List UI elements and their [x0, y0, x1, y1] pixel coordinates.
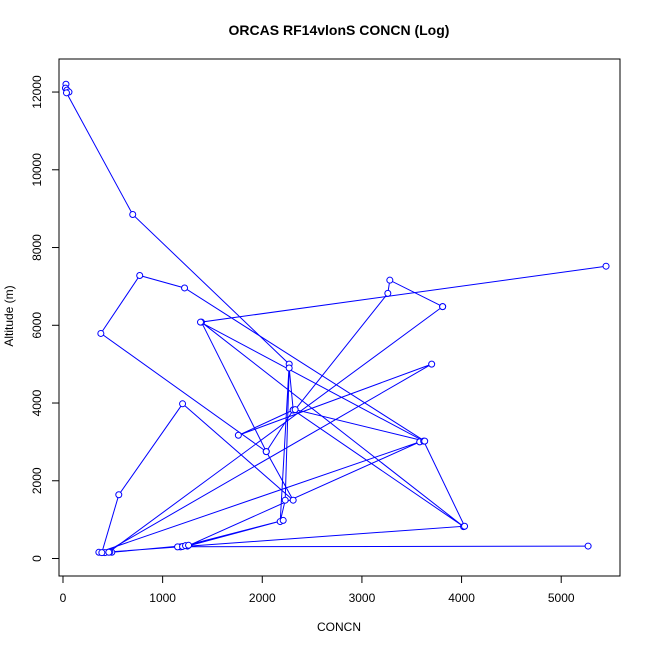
data-point	[421, 437, 429, 445]
data-point	[136, 272, 144, 280]
data-point	[289, 496, 297, 504]
y-tick-label: 12000	[30, 75, 44, 109]
data-point	[179, 400, 187, 408]
data-point	[281, 496, 289, 504]
data-point	[105, 548, 113, 556]
data-point	[196, 318, 204, 326]
y-tick-label: 10000	[30, 153, 44, 187]
x-axis: 0 1000 2000 3000 4000 5000	[60, 575, 575, 605]
series-line-1	[64, 84, 607, 554]
data-point	[584, 542, 592, 550]
x-tick-label: 2000	[249, 591, 276, 605]
data-point	[285, 364, 293, 372]
y-tick-label: 6000	[30, 312, 44, 339]
y-axis: 0 2000 4000 6000 8000 10000 12000	[30, 75, 60, 562]
chart-title: ORCAS RF14vlonS CONCN (Log)	[229, 22, 450, 38]
x-tick-label: 1000	[149, 591, 176, 605]
data-point	[291, 406, 299, 414]
data-point	[115, 491, 123, 499]
x-tick-label: 5000	[548, 591, 575, 605]
data-point	[97, 329, 105, 337]
data-point	[602, 262, 610, 270]
series-points	[61, 80, 610, 557]
data-point	[428, 360, 436, 368]
y-tick-label: 2000	[30, 467, 44, 494]
data-point	[262, 448, 270, 456]
y-axis-label: Altitude (m)	[2, 285, 16, 346]
y-tick-label: 0	[30, 555, 44, 562]
x-axis-label: CONCN	[317, 620, 361, 634]
x-tick-label: 4000	[448, 591, 475, 605]
y-tick-label: 8000	[30, 234, 44, 261]
data-point	[62, 89, 70, 97]
data-point	[98, 549, 106, 557]
data-point	[279, 516, 287, 524]
x-tick-label: 3000	[349, 591, 376, 605]
data-point	[185, 541, 193, 549]
data-point	[181, 284, 189, 292]
data-point	[384, 289, 392, 297]
data-point	[461, 522, 469, 530]
data-point	[129, 210, 137, 218]
data-point	[386, 276, 394, 284]
x-tick-label: 0	[60, 591, 67, 605]
data-point	[234, 431, 242, 439]
data-point	[439, 303, 447, 311]
y-tick-label: 4000	[30, 389, 44, 416]
